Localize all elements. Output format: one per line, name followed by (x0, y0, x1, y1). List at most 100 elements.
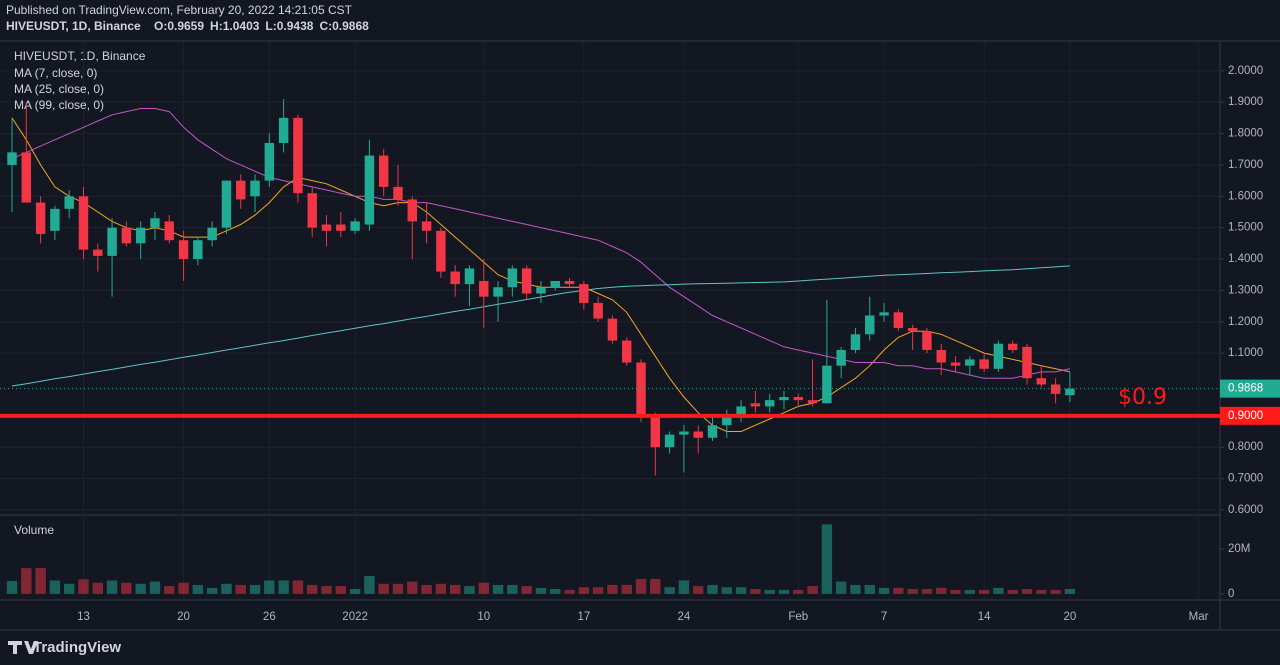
candle-body (93, 249, 103, 256)
volume-bar (664, 587, 675, 594)
ma-line (11, 108, 1071, 379)
volume-bar (249, 584, 261, 594)
candle-body (950, 362, 961, 366)
legend-entry: MA (99, close, 0) (14, 98, 104, 112)
candle-body (965, 359, 975, 366)
volume-bar (678, 580, 690, 594)
volume-bar (278, 580, 289, 594)
last-price-label: 0.9868 (1228, 383, 1263, 395)
candle-body (35, 202, 46, 234)
candle-body (764, 400, 775, 407)
volume-bar (307, 584, 318, 594)
level-box (1220, 406, 1280, 425)
volume-bar (864, 584, 875, 594)
legend-entry: MA (7, close, 0) (14, 66, 97, 80)
volume-bar (978, 589, 990, 594)
candle-body (922, 331, 932, 350)
candle-body (750, 403, 761, 407)
volume-bar (1064, 588, 1076, 594)
candle-body (664, 434, 675, 448)
y-tick-label: 1.8000 (1228, 128, 1263, 140)
volume-bar (592, 587, 604, 594)
candle-body (393, 186, 403, 200)
y-tick-label: 1.4000 (1228, 253, 1263, 265)
volume-bar (135, 583, 146, 594)
volume-bar (950, 589, 961, 594)
volume-bar (850, 584, 861, 594)
y-tick-label: 1.2000 (1228, 316, 1263, 328)
annotation: $0.9 (1118, 385, 1167, 410)
y-tick-label: 0 (1228, 588, 1234, 600)
volume-title: Volume (14, 523, 54, 537)
candle-body (1022, 346, 1032, 379)
volume-bar (6, 580, 18, 594)
ohlc-value: O:0.9659 (154, 19, 204, 33)
candle-body (1065, 388, 1075, 396)
candle-body (278, 117, 289, 143)
x-tick-label: 7 (881, 611, 887, 623)
volume-bar (364, 575, 375, 594)
x-tick-label: Feb (788, 611, 808, 623)
x-tick-label: 2022 (342, 611, 368, 623)
volume-bar (478, 582, 489, 594)
candle-body (364, 155, 375, 225)
volume-bar (235, 584, 246, 594)
volume-bar (121, 582, 132, 594)
volume-bar (550, 588, 561, 594)
x-tick-label: 14 (978, 611, 991, 623)
volume-bar (921, 588, 933, 594)
candle-body (250, 180, 260, 197)
candle-body (779, 397, 789, 401)
x-tick-label: 17 (577, 611, 590, 623)
x-tick-label: 26 (263, 611, 276, 623)
volume-bar (449, 584, 461, 594)
volume-bar (264, 580, 275, 594)
candle-body (707, 425, 718, 438)
volume-bar (49, 580, 61, 594)
candle-body (236, 180, 246, 200)
volume-bar (35, 568, 46, 594)
volume-bar (1021, 588, 1033, 594)
candle-body (936, 349, 946, 363)
x-tick-label: 10 (477, 611, 490, 623)
volume-bar (807, 586, 818, 594)
candle-body (350, 221, 360, 231)
candle-body (378, 155, 389, 187)
candle-body (436, 230, 446, 272)
candle-body (64, 196, 74, 209)
candle-body (336, 224, 346, 231)
y-tick-label: 0.7000 (1228, 473, 1263, 485)
volume-bar (92, 582, 104, 594)
volume-bar (793, 589, 804, 594)
volume-bar (721, 587, 733, 594)
volume-bar (578, 587, 590, 594)
candle-body (907, 328, 918, 332)
candle-body (221, 180, 232, 228)
volume-bar (564, 589, 575, 594)
volume-bar (78, 579, 89, 594)
candle-body (464, 268, 475, 285)
candle-body (135, 227, 146, 244)
candle-body (264, 142, 275, 181)
volume-bar (1007, 589, 1018, 594)
y-tick-label: 1.6000 (1228, 190, 1263, 202)
volume-bar (907, 588, 918, 594)
volume-bar (221, 583, 232, 594)
volume-bar (521, 586, 532, 594)
logo (8, 641, 38, 654)
y-tick-label: 20M (1228, 543, 1250, 555)
y-tick-label: 0.6000 (1228, 504, 1263, 516)
volume-bar (878, 587, 890, 594)
candle-body (107, 227, 117, 256)
legend-entry: MA (25, close, 0) (14, 82, 104, 96)
volume-bar (835, 581, 847, 594)
volume-bar (778, 589, 790, 594)
volume-bar (507, 584, 518, 594)
volume-bar (1036, 589, 1047, 594)
volume-bar (106, 580, 118, 594)
y-tick-label: 1.9000 (1228, 96, 1263, 108)
candle-body (450, 271, 460, 285)
volume-bar (164, 586, 175, 594)
